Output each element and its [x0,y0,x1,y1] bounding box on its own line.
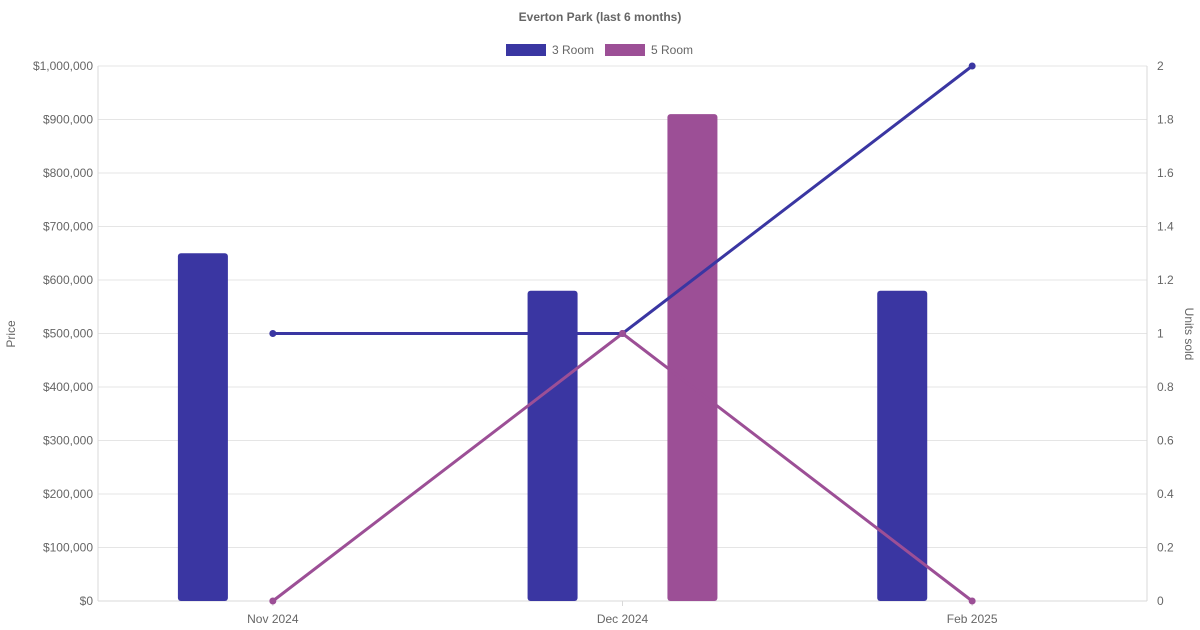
y-right-tick-label: 1 [1157,327,1164,341]
legend-label-3-room: 3 Room [552,43,594,57]
bar-3-room-nov-2024 [177,253,228,601]
y-right-tick-label: 0 [1157,594,1164,608]
line-3-room [271,64,974,335]
bar-3-room-dec-2024 [527,290,578,601]
point-5-room-dec-2024 [619,330,626,337]
y-left-tick-label: $1,000,000 [33,59,93,73]
y-left-tick-label: $0 [80,594,94,608]
legend-label-5-room: 5 Room [651,43,693,57]
y-right-tick-label: 1.6 [1157,166,1174,180]
bar-3-room-feb-2025 [877,290,928,601]
bar-5-room-dec-2024 [667,114,718,602]
y-right-tick-label: 1.8 [1157,113,1174,127]
point-5-room-nov-2024 [269,597,277,605]
point-3-room-feb-2025 [968,62,976,70]
y-left-tick-label: $100,000 [43,541,93,555]
y-right-axis-title: Units sold [1182,308,1196,361]
y-left-tick-label: $600,000 [43,273,93,287]
y-right-tick-label: 0.8 [1157,380,1174,394]
x-tick-label: Nov 2024 [247,612,299,626]
y-left-tick-label: $700,000 [43,220,93,234]
points [269,62,976,605]
y-right-tick-label: 1.2 [1157,273,1174,287]
tick-labels: $0 $100,000 $200,000 $300,000 $400,000 $500,0… [33,59,1174,626]
line-5-room [271,332,974,603]
bars [177,114,928,602]
y-right-tick-label: 1.4 [1157,220,1174,234]
legend: 3 Room 5 Room [506,43,693,57]
point-5-room-feb-2025 [968,597,976,605]
y-left-tick-label: $900,000 [43,113,93,127]
y-right-tick-label: 2 [1157,59,1164,73]
y-left-axis-title: Price [4,320,18,348]
legend-swatch-3-room [506,44,546,56]
legend-item-5-room[interactable]: 5 Room [605,43,693,57]
y-right-tick-label: 0.6 [1157,434,1174,448]
point-3-room-nov-2024 [269,330,277,337]
y-left-tick-label: $200,000 [43,487,93,501]
y-left-tick-label: $300,000 [43,434,93,448]
x-tick-label: Feb 2025 [947,612,998,626]
y-left-tick-label: $800,000 [43,166,93,180]
y-right-tick-label: 0.2 [1157,541,1174,555]
y-left-tick-label: $500,000 [43,327,93,341]
chart-title: Everton Park (last 6 months) [519,10,682,24]
legend-item-3-room[interactable]: 3 Room [506,43,594,57]
x-tick-label: Dec 2024 [597,612,649,626]
y-right-tick-label: 0.4 [1157,487,1174,501]
legend-swatch-5-room [605,44,645,56]
y-left-tick-label: $400,000 [43,380,93,394]
